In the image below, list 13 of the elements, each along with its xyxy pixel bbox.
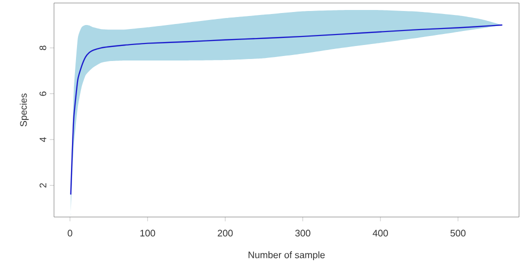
x-tick-label: 200 bbox=[218, 230, 233, 236]
line-series bbox=[70, 24, 503, 196]
x-tick-label: 400 bbox=[372, 230, 388, 236]
y-axis-title: Species bbox=[20, 94, 29, 126]
y-tick-label: 6 bbox=[40, 92, 46, 96]
y-tick-label: 8 bbox=[40, 46, 46, 50]
x-tick-label: 300 bbox=[295, 230, 310, 236]
x-tick-label: 0 bbox=[68, 230, 72, 236]
x-tick-label: 500 bbox=[450, 230, 466, 236]
y-tick-label: 2 bbox=[40, 183, 46, 188]
y-tick-label: 4 bbox=[40, 137, 46, 142]
x-tick-label: 100 bbox=[140, 230, 156, 236]
x-axis-title: Number of sample bbox=[248, 251, 325, 260]
